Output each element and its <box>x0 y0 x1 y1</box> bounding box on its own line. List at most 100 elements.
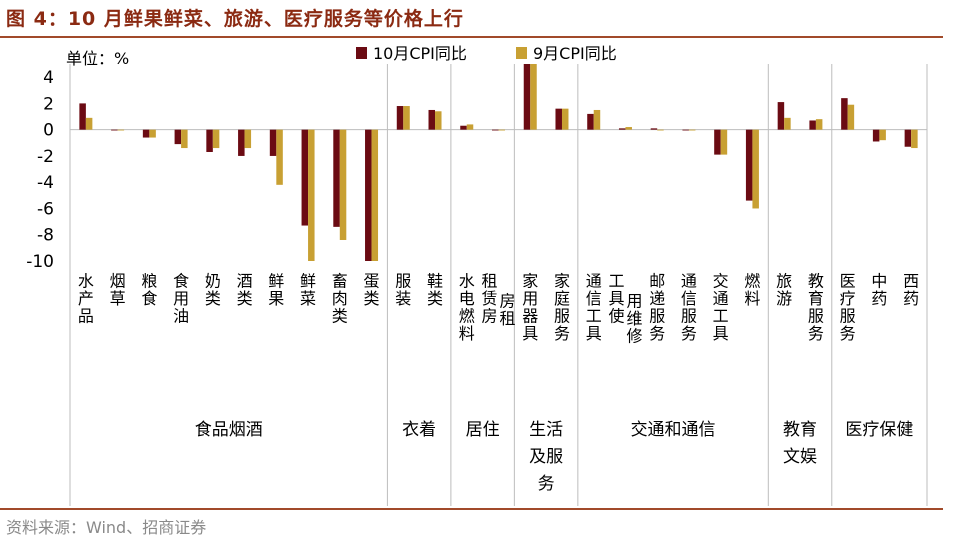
bar-sep <box>784 117 791 130</box>
bar-oct <box>492 129 499 131</box>
bar-oct <box>841 98 848 130</box>
legend-label: 9月CPI同比 <box>533 44 617 63</box>
category-label: 蛋类 <box>364 272 380 309</box>
bar-sep <box>879 129 886 141</box>
bar-sep <box>117 129 125 131</box>
category-label: 水产品 <box>78 272 94 326</box>
bar-sep <box>466 124 474 130</box>
y-tick-label: -4 <box>37 173 54 193</box>
figure-title: 图 4：10 月鲜果鲜菜、旅游、医疗服务等价格上行 <box>6 8 464 30</box>
y-tick-label: 2 <box>43 94 54 114</box>
bar-sep <box>847 104 855 130</box>
footer-rule <box>0 508 943 510</box>
category-label: 燃料 <box>744 272 760 309</box>
bar-sep <box>498 129 505 131</box>
bar-oct <box>618 128 626 130</box>
bar-oct <box>904 129 912 147</box>
bar-oct <box>682 129 689 131</box>
group-label: 食品烟酒 <box>195 420 263 440</box>
bar-oct <box>174 129 182 145</box>
y-tick-label: -8 <box>37 226 54 246</box>
category-label: 通信服务 <box>681 272 697 344</box>
y-tick-label: 4 <box>43 68 54 88</box>
group-label: 居住 <box>466 420 500 440</box>
category-label: 通信工具 <box>586 272 602 344</box>
legend-label: 10月CPI同比 <box>373 44 467 63</box>
source-note: 资料来源：Wind、招商证券 <box>6 518 207 537</box>
bar-oct <box>79 103 86 130</box>
bar-oct <box>111 129 118 131</box>
legend-swatch <box>356 47 367 59</box>
category-label: 交通工具 <box>713 272 729 344</box>
bar-sep <box>371 129 379 261</box>
bar-sep <box>149 129 156 138</box>
category-label: 畜肉类 <box>332 272 348 326</box>
bar-oct <box>777 102 785 130</box>
category-label: 服装 <box>395 272 411 309</box>
bar-sep <box>911 129 918 149</box>
bar-sep <box>403 106 410 130</box>
category-label: 西药 <box>903 272 919 309</box>
bar-oct <box>396 106 404 130</box>
title-rule <box>0 36 943 38</box>
unit-label: 单位：% <box>66 49 129 68</box>
bar-sep <box>561 108 569 130</box>
bar-oct <box>333 129 340 227</box>
category-label: 租赁房房租 <box>481 272 515 329</box>
category-label: 教育服务 <box>808 272 824 344</box>
category-label: 医疗服务 <box>840 272 856 344</box>
category-label: 粮食 <box>141 272 157 309</box>
bar-sep <box>181 129 188 149</box>
category-label: 奶类 <box>205 272 221 309</box>
y-tick-label: 0 <box>43 121 54 141</box>
bar-oct <box>745 129 753 201</box>
bar-sep <box>435 111 442 130</box>
bar-oct <box>523 64 531 130</box>
legend-swatch <box>516 47 527 59</box>
category-label: 鲜果 <box>268 272 284 309</box>
bar-oct <box>206 129 213 152</box>
bar-oct <box>301 129 309 226</box>
cpi-bar-chart: 4 2 0 -2 -4 -6 -8 -10 水产品烟草粮食食用油奶类酒类鲜果鲜菜畜肉类蛋类服装… <box>0 40 943 508</box>
group-label: 医疗保健 <box>845 420 913 440</box>
bar-oct <box>650 128 658 130</box>
category-label: 鲜菜 <box>300 272 316 309</box>
bar-sep <box>212 129 220 149</box>
bar-sep <box>720 129 728 155</box>
category-label: 酒类 <box>237 272 253 309</box>
bar-oct <box>555 108 562 130</box>
bar-sep <box>339 129 347 240</box>
bar-sep <box>308 129 315 261</box>
bar-oct <box>809 120 816 130</box>
bar-oct <box>142 129 150 138</box>
bar-sep <box>530 64 537 130</box>
category-label: 水电燃料 <box>459 272 475 344</box>
category-label: 家庭服务 <box>554 272 570 344</box>
bar-sep <box>688 129 696 131</box>
bar-oct <box>587 113 594 130</box>
bar-oct <box>269 129 277 156</box>
category-label: 邮递服务 <box>649 272 665 344</box>
bar-sep <box>752 129 759 209</box>
group-label: 生活及服务 <box>529 420 563 494</box>
y-tick-label: -10 <box>26 252 54 272</box>
bar-sep <box>625 127 632 130</box>
y-tick-label: -2 <box>37 147 54 167</box>
category-label: 烟草 <box>110 272 126 309</box>
bar-sep <box>85 117 93 130</box>
bar-sep <box>593 109 601 130</box>
bar-sep <box>657 129 664 131</box>
category-label: 工具使用维修 <box>608 272 642 346</box>
bar-oct <box>460 125 467 130</box>
bar-sep <box>244 129 252 149</box>
category-label: 中药 <box>871 272 887 309</box>
group-label: 交通和通信 <box>631 420 716 440</box>
category-label: 食用油 <box>173 272 189 326</box>
bar-sep <box>815 119 823 130</box>
category-label: 家用器具 <box>522 272 538 344</box>
category-label: 旅游 <box>776 272 792 309</box>
category-label: 鞋类 <box>427 272 443 309</box>
group-label: 教育文娱 <box>783 420 817 467</box>
group-label: 衣着 <box>402 420 436 440</box>
bar-oct <box>714 129 721 155</box>
